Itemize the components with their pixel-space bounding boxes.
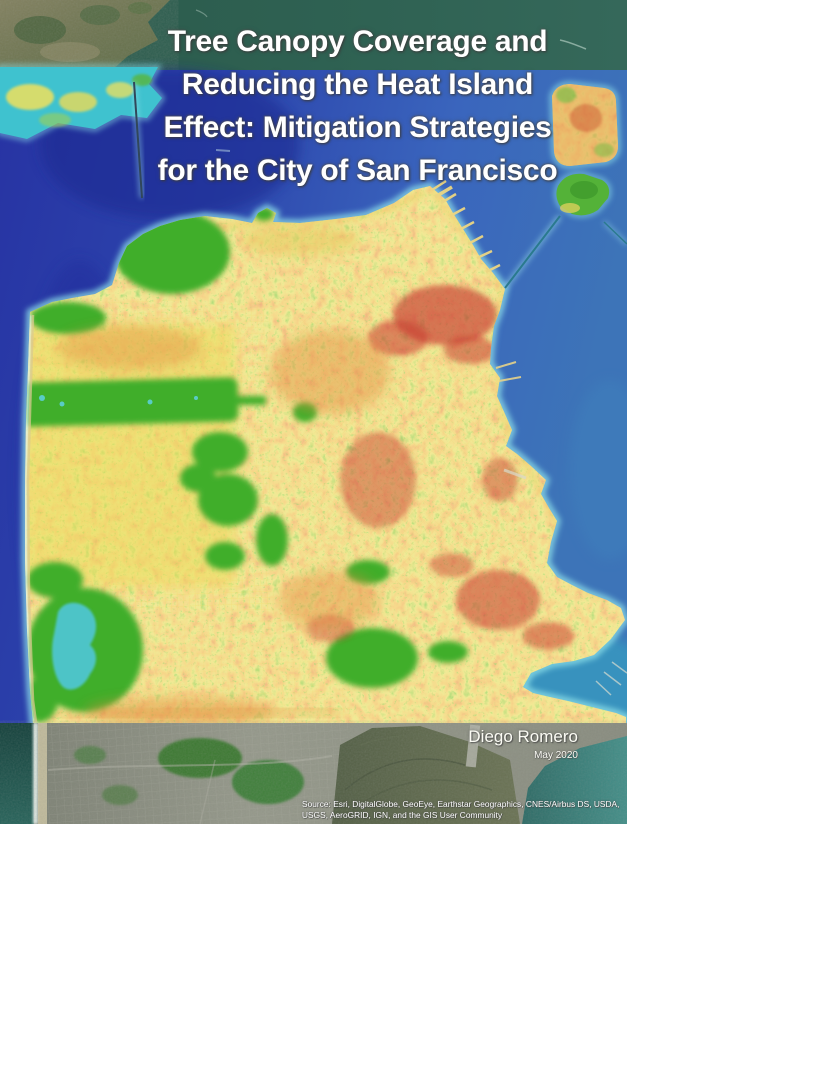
author-name: Diego Romero [468,727,578,746]
golden-gate-bridge [131,81,145,199]
attribution-line-2: USGS, AeroGRID, IGN, and the GIS User Co… [302,809,503,820]
author-block: Diego Romero May 2020 [468,727,578,761]
publication-date: May 2020 [534,750,578,761]
heat-map-frame: Tree Canopy Coverage and Reducing the He… [0,0,627,824]
mount-davidson [205,542,245,570]
mission-bay-piers [495,361,527,480]
mount-sutro [192,432,248,472]
hunters-point-piers [595,661,627,696]
mclaren-park [326,628,418,688]
panhandle [238,396,266,405]
title-line-1: Tree Canopy Coverage and [167,25,548,58]
title-line-3: Effect: Mitigation Strategies [163,111,552,144]
heat-zone [0,67,627,755]
bay-bridge [503,214,627,290]
lincoln-park [30,302,106,334]
satellite-top-band [0,0,627,70]
treasure-island [545,78,625,173]
embarcadero-piers [431,179,501,274]
glen-canyon [256,514,288,566]
bayview-hill [428,641,468,663]
satellite-bottom-band [0,723,627,824]
title-line-2: Reducing the Heat Island [181,68,534,101]
twin-peaks [198,474,258,526]
map-attribution: Source: Esri, DigitalGlobe, GeoEye, Eart… [302,799,626,821]
bayview-industrial [456,570,540,630]
alcatraz-island [215,149,231,152]
hot-red-zones [306,285,574,650]
golden-gate-park [25,377,239,427]
title-line-4: for the City of San Francisco [157,154,558,187]
attribution-line-1: Source: Esri, DigitalGlobe, GeoEye, Eart… [302,799,620,809]
report-title: Tree Canopy Coverage and Reducing the He… [88,20,627,192]
mission-district [340,432,416,528]
warm-orange-zones [58,224,390,723]
lake-merced [52,602,97,690]
marin-headlands-heat [0,67,162,139]
soma [444,336,496,364]
civic-center [368,320,428,356]
san-francisco-heat-map [0,0,627,824]
yerba-buena-island [554,171,612,218]
